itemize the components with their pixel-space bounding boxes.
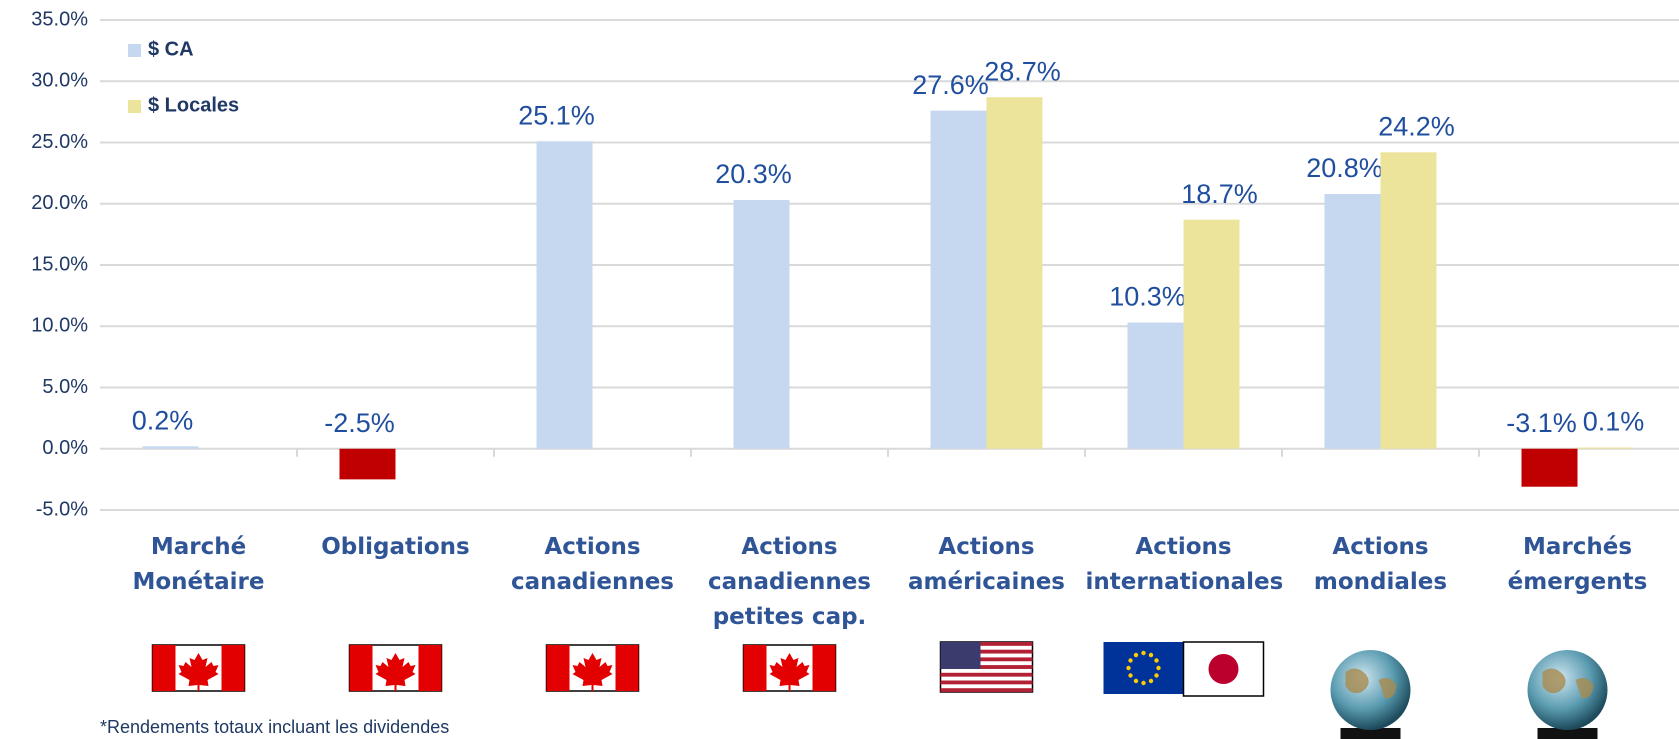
value-label: 20.8% (1306, 153, 1383, 183)
value-label: 18.7% (1181, 179, 1258, 209)
bar (1127, 322, 1184, 449)
flag (1126, 665, 1131, 671)
flag (940, 688, 1033, 693)
flag (1128, 658, 1133, 663)
x-tick-label: Actions mondiales (1313, 534, 1448, 595)
bar (986, 97, 1043, 449)
bar (1183, 219, 1240, 449)
x-tick-label: Actions internationales (1085, 534, 1282, 595)
y-tick-label: -5.0% (36, 498, 88, 520)
legend-label: $ Locales (148, 94, 239, 116)
value-label: 28.7% (984, 56, 1061, 86)
flag (940, 680, 1033, 685)
value-label: 20.3% (715, 159, 792, 189)
flag (615, 645, 639, 691)
flag (1154, 658, 1159, 663)
x-tick-label-box: Actions mondiales (1313, 534, 1448, 595)
x-tick-label: Actions américaines (907, 534, 1065, 595)
value-label: 25.1% (518, 100, 595, 130)
flag (1141, 680, 1146, 686)
flag (769, 653, 810, 691)
bar (733, 200, 790, 449)
flag (546, 645, 570, 691)
bar (1577, 447, 1634, 449)
flag (743, 645, 767, 691)
flag (1103, 642, 1184, 694)
flag (178, 653, 219, 691)
x-tick-label-box: Marchés émergents (1507, 534, 1648, 595)
y-tick-label: 0.0% (42, 437, 88, 459)
bar (142, 446, 199, 449)
flag (375, 653, 416, 691)
globe (1527, 650, 1608, 730)
x-tick-label: Actions canadiennes petites cap. (707, 534, 872, 630)
flag (940, 649, 1033, 654)
flag (152, 645, 176, 691)
legend-swatch (128, 100, 141, 113)
x-tick-label: Actions canadiennes (510, 534, 675, 595)
value-label: 10.3% (1109, 282, 1186, 312)
x-tick-label-box: Actions canadiennes (510, 534, 675, 595)
y-tick-label: 30.0% (31, 70, 88, 92)
x-tick-label-box: Actions internationales (1085, 534, 1282, 595)
value-label: 0.1% (1583, 407, 1645, 437)
flag (418, 645, 442, 691)
flag (1128, 673, 1133, 678)
legend-swatch (128, 44, 141, 57)
y-tick-label: 20.0% (31, 192, 88, 214)
flag (1141, 650, 1146, 656)
flag (1133, 678, 1139, 684)
flag (812, 645, 836, 691)
flag (940, 642, 1033, 646)
x-tick-label: Marchés émergents (1507, 534, 1648, 595)
legend-label: $ CA (148, 38, 194, 60)
flag (940, 642, 981, 669)
globe (1345, 668, 1397, 699)
bar (536, 141, 593, 449)
flag (1156, 665, 1161, 671)
flag (221, 645, 245, 691)
flag (1148, 678, 1154, 684)
x-tick-label-box: Actions américaines (907, 534, 1065, 595)
flag (1133, 652, 1139, 658)
bar (1521, 448, 1578, 487)
footnote: *Rendements totaux incluant les dividend… (100, 717, 449, 737)
value-label: -3.1% (1506, 408, 1577, 438)
y-tick-label: 15.0% (31, 253, 88, 275)
flag (1208, 654, 1239, 684)
x-tick-label-box: Actions canadiennes petites cap. (707, 534, 872, 630)
globe-stand (1537, 728, 1598, 739)
globe-stand (1340, 728, 1401, 739)
y-tick-label: 35.0% (31, 8, 88, 30)
bar (1380, 152, 1437, 449)
y-tick-label: 25.0% (31, 131, 88, 153)
x-tick-label-box: Obligations (321, 534, 470, 560)
value-label: 27.6% (912, 70, 989, 100)
y-tick-label: 10.0% (31, 315, 88, 337)
value-label: 0.2% (132, 405, 194, 435)
flag (940, 657, 1033, 662)
bar (930, 110, 987, 449)
flag (940, 665, 1033, 669)
x-tick-label-box: Marché Monétaire (132, 534, 265, 595)
globe (1330, 650, 1411, 730)
flag (940, 672, 1033, 677)
flag (1148, 652, 1154, 658)
flag (349, 645, 373, 691)
flag (572, 653, 613, 691)
globe (1542, 668, 1594, 699)
value-label: -2.5% (324, 408, 395, 438)
y-tick-label: 5.0% (42, 376, 88, 398)
flag (1154, 673, 1159, 678)
bar (339, 448, 396, 480)
x-tick-label: Marché Monétaire (132, 534, 265, 595)
bar (1324, 193, 1381, 449)
x-tick-label: Obligations (321, 534, 470, 560)
value-label: 24.2% (1378, 111, 1455, 141)
